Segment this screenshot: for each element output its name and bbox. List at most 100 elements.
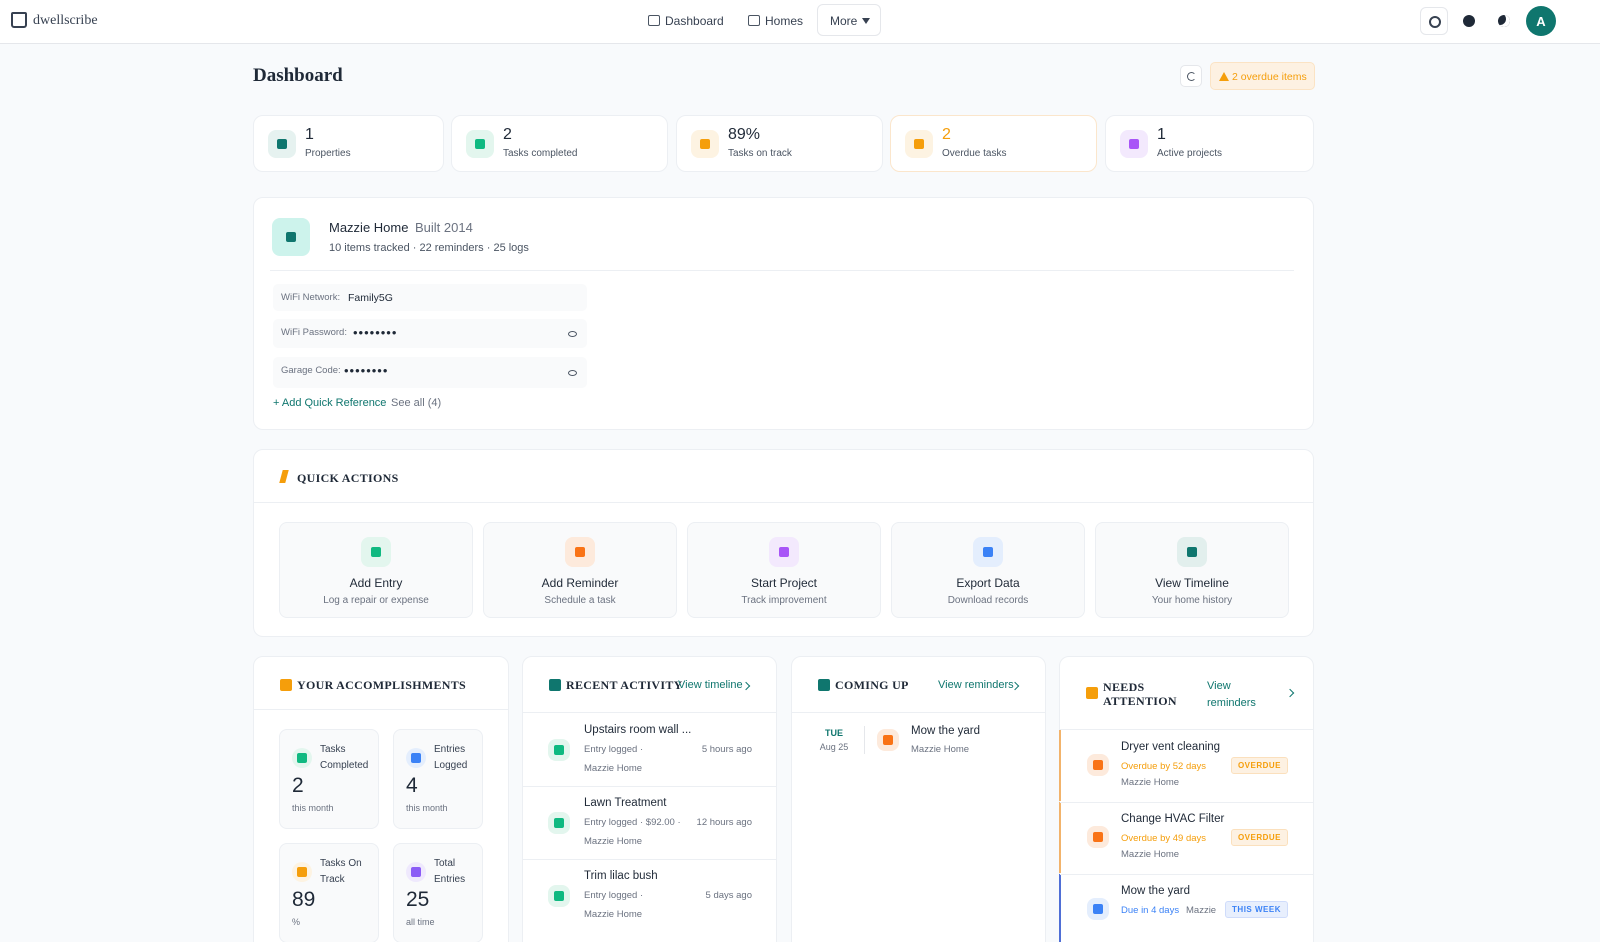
add-reference-link[interactable]: + Add Quick Reference (273, 397, 387, 409)
reveal-button[interactable] (568, 369, 577, 376)
nav-homes-icon (748, 15, 760, 26)
caret-icon (862, 18, 870, 24)
arrow-icon (1285, 688, 1295, 698)
glyph (983, 547, 993, 557)
accomplishment-card: Tasks Completed 2 this month (279, 729, 379, 829)
status-badge: THIS WEEK (1225, 901, 1288, 918)
stat-value: 89% (728, 126, 761, 143)
status-badge: OVERDUE (1230, 829, 1288, 846)
stat-card: 1 Properties (253, 115, 444, 172)
see-all-link[interactable]: See all (4) (391, 397, 442, 409)
accomplishment-note: this month (292, 803, 334, 813)
brand[interactable]: dwellscribe (33, 13, 98, 28)
action-title[interactable]: Add Reminder (541, 576, 619, 590)
accomplishment-value: 89 (292, 888, 316, 911)
divider (254, 709, 508, 710)
glyph (779, 547, 789, 557)
accomplishment-label: Tasks On Track (320, 858, 362, 885)
nav-homes[interactable]: Homes (765, 14, 804, 28)
accomplishment-value: 25 (406, 888, 430, 911)
stat-card: 2 Tasks completed (451, 115, 668, 172)
action-title[interactable]: Add Entry (349, 576, 403, 590)
divider (1060, 802, 1313, 803)
needs-attention-card: NEEDS ATTENTION View reminders Dryer vent … (1059, 656, 1314, 942)
glyph (475, 139, 485, 149)
glyph (371, 547, 381, 557)
stat-label: Active projects (1157, 148, 1223, 159)
glyph (914, 139, 924, 149)
activity-home: Mazzie Home (584, 763, 643, 774)
refresh-icon (1187, 72, 1196, 81)
action-subtitle[interactable]: Log a repair or expense (323, 595, 429, 606)
view-timeline-link[interactable]: View timeline (678, 679, 743, 691)
action-subtitle[interactable]: Download records (947, 595, 1029, 606)
attention-status: Due in 4 days (1121, 905, 1180, 916)
glyph (575, 547, 585, 557)
divider (523, 786, 776, 787)
attention-title: Mow the yard (1121, 885, 1191, 897)
help-button[interactable] (1455, 7, 1483, 35)
nav-more[interactable]: More (817, 4, 881, 36)
view-reminders-link[interactable]: View reminders (1207, 680, 1256, 709)
action-title[interactable]: View Timeline (1155, 576, 1229, 590)
action-subtitle[interactable]: Your home history (1151, 595, 1233, 606)
accomplishment-label: Total Entries (434, 858, 466, 885)
section-icon (818, 679, 830, 691)
icon (406, 748, 426, 768)
icon (769, 537, 799, 567)
activity-time: 5 hours ago (701, 744, 752, 755)
view-reminders-link[interactable]: View reminders (938, 679, 1014, 691)
accomplishment-label: Tasks Completed (320, 744, 369, 771)
refresh-button[interactable] (1180, 65, 1202, 87)
attention-home: Mazzie Home (1121, 777, 1180, 788)
icon (406, 862, 426, 882)
icon (877, 729, 899, 751)
overdue-badge[interactable]: 2 overdue items (1210, 62, 1315, 90)
attention-status: Overdue by 52 days (1121, 761, 1207, 772)
property-name: Mazzie Home (329, 220, 409, 235)
reveal-button[interactable] (568, 330, 577, 337)
action-tile[interactable]: Start Project Track improvement (687, 522, 881, 618)
glyph (297, 867, 307, 877)
icon (1087, 898, 1109, 920)
action-tile[interactable]: Add Entry Log a repair or expense (279, 522, 473, 618)
icon (272, 218, 310, 256)
icon (1120, 130, 1148, 158)
nav-dashboard[interactable]: Dashboard (665, 14, 724, 28)
action-tile[interactable]: Export Data Download records (891, 522, 1085, 618)
reference-label: Garage Code: (281, 365, 341, 376)
action-subtitle[interactable]: Schedule a task (544, 595, 616, 606)
section-icon (549, 679, 561, 691)
nav-more-label[interactable]: More (830, 14, 858, 28)
section-title: YOUR ACCOMPLISHMENTS (297, 678, 467, 692)
stat-label: Tasks completed (503, 148, 578, 159)
glyph (554, 745, 564, 755)
action-tile[interactable]: View Timeline Your home history (1095, 522, 1289, 618)
overdue-text[interactable]: 2 overdue items (1232, 71, 1307, 83)
theme-button[interactable] (1490, 7, 1518, 35)
reference-label: WiFi Network: (281, 292, 341, 303)
attention-title: Dryer vent cleaning (1121, 741, 1221, 753)
action-title[interactable]: Start Project (750, 576, 818, 590)
glyph (411, 753, 421, 763)
quick-actions-card: QUICK ACTIONS Add Entry Log a repair or ex… (253, 449, 1314, 637)
action-title[interactable]: Export Data (956, 576, 1020, 590)
divider (1060, 729, 1313, 730)
search-button[interactable] (1420, 7, 1448, 35)
section-icon (280, 679, 292, 691)
avatar[interactable]: A (1526, 6, 1556, 36)
action-tile[interactable]: Add Reminder Schedule a task (483, 522, 677, 618)
accomplishment-card: Tasks On Track 89% (279, 843, 379, 942)
divider (254, 502, 1313, 503)
status-badge: OVERDUE (1230, 757, 1288, 774)
accent-bar (1059, 730, 1061, 801)
stat-card: 2 Overdue tasks (890, 115, 1097, 172)
accomplishment-note: all time (406, 917, 435, 927)
reference-value: Family5G (348, 292, 393, 304)
accomplishment-card: Total Entries 25 all time (393, 843, 483, 942)
icon (548, 812, 570, 834)
action-subtitle[interactable]: Track improvement (741, 595, 827, 606)
divider (1060, 874, 1313, 875)
icon (361, 537, 391, 567)
accomplishment-note: % (292, 917, 301, 927)
